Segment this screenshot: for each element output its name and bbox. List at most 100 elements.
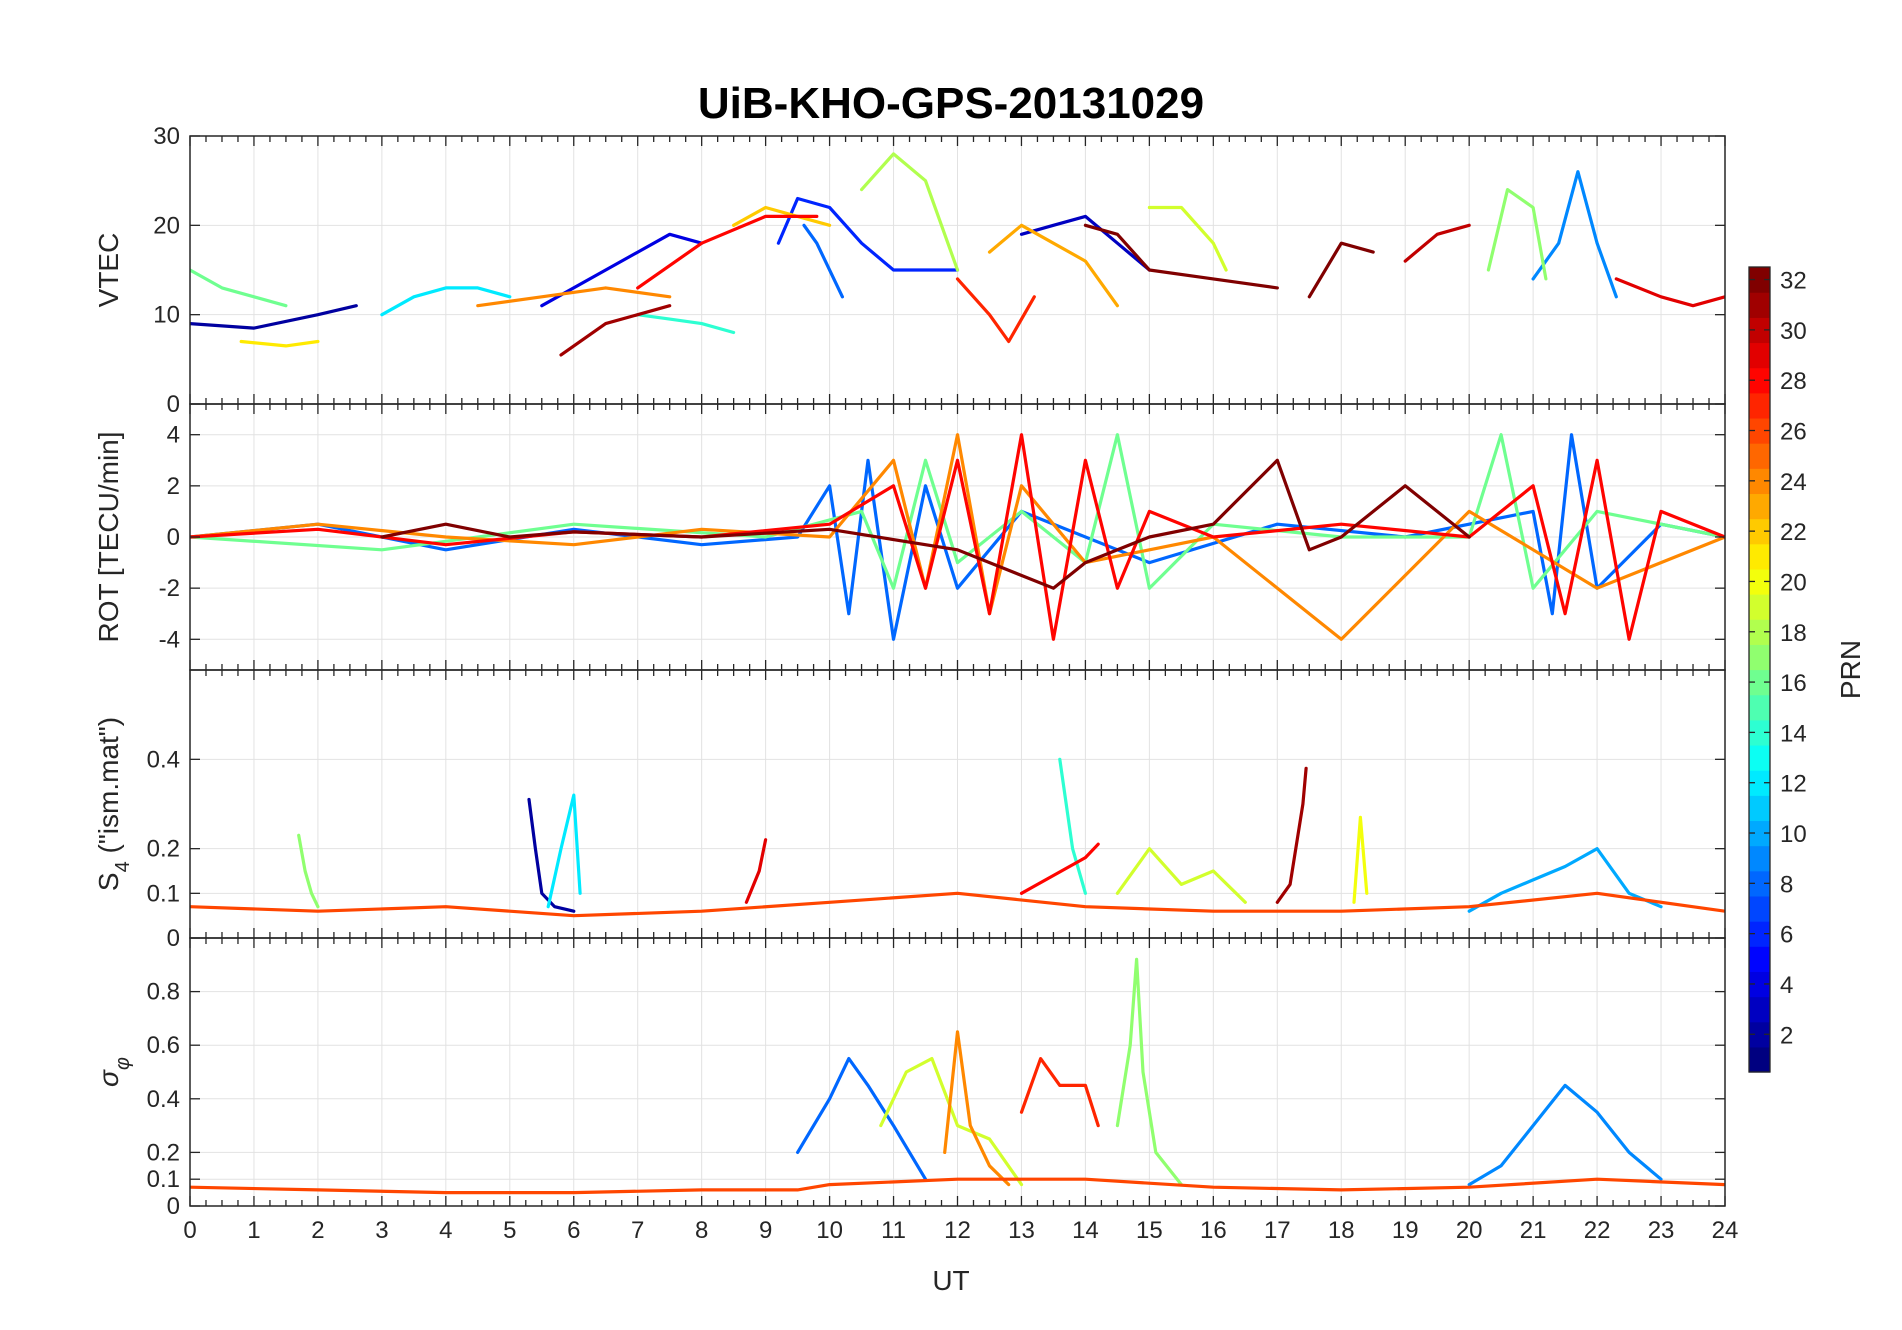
- x-tick-label: 4: [439, 1217, 452, 1244]
- colorbar-band: [1749, 342, 1770, 369]
- series-prn-9: [1531, 170, 1618, 299]
- series-prn-21: [239, 339, 320, 348]
- series-prn-31: [559, 304, 672, 357]
- series-prn-19: [1147, 205, 1228, 272]
- series-prn-2: [190, 304, 358, 330]
- series-prn-24: [943, 1030, 1011, 1187]
- x-tick-label: 21: [1520, 1217, 1547, 1244]
- series-prn-29: [1614, 277, 1725, 308]
- colorbar-band: [1749, 594, 1770, 620]
- x-tick-label: 7: [631, 1217, 644, 1244]
- series-prn-26: [190, 891, 1725, 918]
- series-prn-28: [1019, 842, 1100, 895]
- colorbar-tick-label: 26: [1780, 419, 1807, 446]
- panel-3: 0 0.1 0.2 0.4 S4 ("ism.mat"): [93, 669, 1726, 952]
- colorbar-band: [1749, 870, 1770, 897]
- colorbar-band: [1749, 619, 1770, 645]
- series-prn-6: [776, 196, 960, 272]
- y-axis-label: VTEC: [93, 233, 124, 308]
- colorbar-band: [1749, 895, 1770, 922]
- chart-title: UiB-KHO-GPS-20131029: [698, 79, 1204, 128]
- x-tick-label: 3: [375, 1217, 388, 1244]
- colorbar-band: [1749, 820, 1770, 847]
- colorbar-band: [1749, 267, 1770, 293]
- series-prn-30: [1403, 223, 1471, 263]
- y-tick-label: 4: [167, 422, 180, 449]
- gridlines: [189, 404, 1726, 670]
- colorbar-frame: [1748, 266, 1771, 1073]
- x-tick-label: 23: [1648, 1217, 1675, 1244]
- series-prn-3: [1019, 214, 1151, 272]
- series-prn-2: [527, 797, 576, 913]
- colorbar-band: [1749, 694, 1770, 721]
- series-prn-14: [1058, 757, 1087, 895]
- colorbar-band: [1749, 292, 1770, 318]
- colorbar-tick-label: 20: [1780, 569, 1807, 596]
- colorbar-tick-label: 24: [1780, 469, 1807, 496]
- y-tick-label: 0.6: [147, 1032, 180, 1059]
- colorbar-band: [1749, 971, 1770, 998]
- series-prn-12: [380, 286, 512, 317]
- series-group: [190, 757, 1725, 918]
- colorbar-band: [1749, 317, 1770, 344]
- colorbar-band: [1749, 493, 1770, 520]
- y-tick-label: 0.2: [147, 1139, 180, 1166]
- series-prn-18: [860, 152, 960, 272]
- series-prn-14: [636, 313, 736, 335]
- series-prn-17: [297, 833, 320, 909]
- x-tick-label: 8: [695, 1217, 708, 1244]
- series-group: [190, 957, 1725, 1195]
- series-prn-27: [1019, 1057, 1100, 1128]
- series-prn-20: [1352, 815, 1369, 904]
- colorbar-tick-label: 8: [1780, 871, 1793, 898]
- series-prn-31: [1275, 766, 1308, 904]
- colorbar-label: PRN: [1835, 640, 1866, 699]
- y-tick-label: 0: [167, 524, 180, 551]
- series-prn-19: [879, 1057, 1024, 1187]
- colorbar-band: [1749, 392, 1770, 419]
- colorbar-band: [1749, 468, 1770, 495]
- x-tick-label: 10: [816, 1217, 843, 1244]
- colorbar-band: [1749, 996, 1770, 1023]
- series-prn-17: [1486, 188, 1548, 281]
- series-prn-12: [546, 793, 582, 909]
- y-tick-label: 30: [153, 123, 180, 150]
- x-tick-label: 19: [1392, 1217, 1419, 1244]
- series-prn-24: [190, 433, 1725, 641]
- x-tick-label: 16: [1200, 1217, 1227, 1244]
- x-tick-label: 1: [247, 1217, 260, 1244]
- gridlines: [189, 938, 1726, 1207]
- colorbar-tick-label: 16: [1780, 670, 1807, 697]
- colorbar-band: [1749, 795, 1770, 822]
- y-tick-label: 20: [153, 212, 180, 239]
- series-prn-24: [476, 286, 672, 308]
- y-tick-label: 0.8: [147, 979, 180, 1006]
- colorbar-tick-label: 22: [1780, 519, 1807, 546]
- series-prn-32b: [1307, 241, 1375, 299]
- series-prn-22: [732, 205, 832, 227]
- x-tick-label: 12: [944, 1217, 971, 1244]
- series-prn-8: [796, 1057, 928, 1181]
- y-tick-label: 0.1: [147, 1166, 180, 1193]
- colorbar-tick-label: 10: [1780, 821, 1807, 848]
- y-tick-label: 10: [153, 302, 180, 329]
- x-tick-label: 24: [1712, 1217, 1739, 1244]
- colorbar-band: [1749, 443, 1770, 469]
- x-tick-label: 18: [1328, 1217, 1355, 1244]
- x-tick-label: 9: [759, 1217, 772, 1244]
- x-tick-label: 5: [503, 1217, 516, 1244]
- y-tick-label: -2: [159, 575, 180, 602]
- series-prn-28: [636, 214, 819, 290]
- y-tick-label: -4: [159, 626, 180, 653]
- x-tick-label: 22: [1584, 1217, 1611, 1244]
- colorbar-band: [1749, 719, 1770, 746]
- colorbar-band: [1749, 770, 1770, 796]
- y-tick-label: 0.1: [147, 880, 180, 907]
- colorbar-tick-label: 32: [1780, 268, 1807, 295]
- colorbar-band: [1749, 568, 1770, 595]
- colorbar-tick-label: 28: [1780, 368, 1807, 395]
- x-tick-label: 6: [567, 1217, 580, 1244]
- y-tick-label: 0: [167, 1193, 180, 1220]
